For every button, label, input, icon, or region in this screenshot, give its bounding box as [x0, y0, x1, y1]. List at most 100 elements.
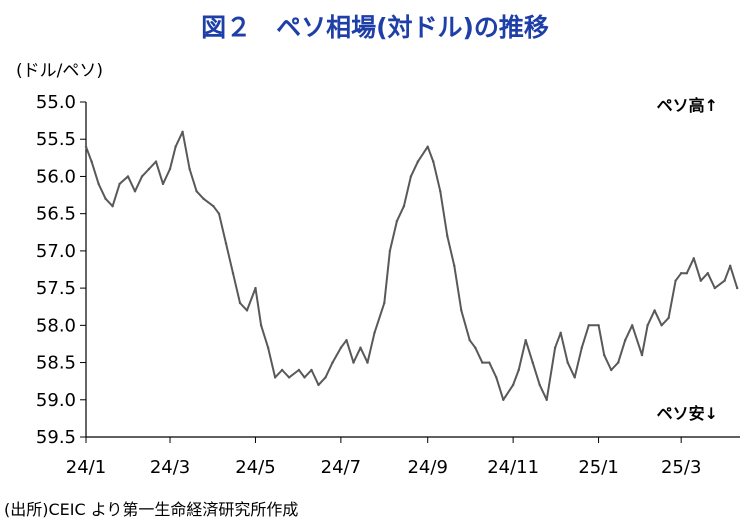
x-tick-label: 25/1 — [578, 457, 618, 478]
data-point — [667, 316, 670, 320]
data-point — [147, 167, 151, 171]
data-point — [231, 272, 235, 275]
x-tick-label: 25/3 — [661, 457, 701, 478]
data-point — [287, 376, 291, 379]
data-point — [610, 368, 613, 372]
data-point — [538, 383, 541, 387]
data-point — [460, 309, 463, 312]
x-tick-label: 24/1 — [66, 457, 106, 478]
data-point — [352, 361, 355, 364]
data-point — [660, 324, 663, 327]
data-point — [617, 361, 620, 364]
data-point — [706, 272, 709, 275]
chart-axes: 55.0 55.5 56.0 56.5 57.0 57.5 58.0 58.5 59.0 59.5… — [36, 92, 740, 478]
data-point — [680, 272, 683, 275]
data-point — [317, 383, 320, 387]
data-point — [495, 376, 498, 379]
data-point — [713, 286, 716, 290]
data-point — [409, 175, 413, 178]
data-point — [90, 160, 93, 163]
data-point — [245, 309, 249, 312]
data-point — [402, 205, 406, 208]
data-point — [273, 376, 277, 379]
data-point — [624, 339, 627, 342]
data-point — [254, 286, 257, 290]
y-tick-label: 57.0 — [36, 241, 76, 262]
y-tick-label: 59.0 — [36, 390, 76, 411]
data-point — [685, 272, 688, 275]
data-point — [416, 160, 420, 163]
data-point — [383, 301, 386, 305]
data-point — [699, 279, 702, 282]
data-point — [174, 145, 177, 148]
data-point — [366, 361, 369, 364]
data-point — [488, 361, 491, 364]
data-point — [559, 331, 562, 334]
data-point — [395, 219, 399, 223]
y-tick-label: 58.0 — [36, 315, 76, 336]
data-point — [729, 264, 732, 267]
data-point — [692, 257, 695, 260]
data-point — [439, 190, 442, 193]
plot-area — [84, 130, 739, 401]
data-point — [545, 398, 548, 401]
data-point — [297, 368, 301, 372]
data-point — [345, 339, 348, 342]
data-point — [653, 309, 656, 312]
data-point — [126, 175, 130, 178]
data-point — [566, 361, 569, 364]
chart-annotations: ペソ高↑ ペソ安↓ — [657, 96, 718, 423]
series-line-0 — [85, 130, 739, 401]
data-point — [631, 324, 634, 327]
data-point — [646, 324, 649, 327]
data-point — [502, 398, 505, 401]
data-point — [324, 376, 327, 379]
data-point — [587, 324, 590, 327]
data-point — [511, 383, 515, 387]
data-point — [181, 130, 184, 133]
y-tick-label: 55.0 — [36, 92, 76, 113]
data-point — [603, 353, 606, 357]
data-point — [97, 182, 100, 186]
data-point — [453, 264, 456, 267]
data-point — [238, 301, 242, 305]
y-tick-label: 57.5 — [36, 278, 76, 299]
data-point — [524, 339, 527, 342]
data-point — [474, 346, 477, 349]
data-point — [426, 145, 429, 148]
annotation-peso-weak: ペソ安↓ — [657, 404, 718, 423]
data-point — [359, 346, 362, 349]
data-point — [674, 279, 677, 282]
x-tick-label: 24/9 — [407, 457, 447, 478]
data-point — [133, 190, 137, 193]
line-chart: 55.0 55.5 56.0 56.5 57.0 57.5 58.0 58.5 59.0 59.5… — [36, 92, 740, 478]
data-point — [723, 279, 726, 282]
x-tick-label: 24/11 — [487, 457, 539, 478]
data-point — [446, 234, 449, 238]
data-point — [195, 190, 198, 193]
data-point — [217, 212, 221, 215]
data-point — [531, 361, 534, 364]
data-point — [154, 160, 158, 163]
data-point — [580, 346, 583, 349]
data-point — [339, 346, 343, 349]
data-point — [573, 376, 576, 379]
data-point — [553, 346, 557, 349]
data-point — [212, 205, 215, 208]
data-point — [280, 368, 284, 372]
x-tick-label: 24/3 — [150, 457, 190, 478]
y-tick-label: 56.5 — [36, 204, 76, 225]
data-point — [388, 249, 392, 253]
data-point — [640, 353, 644, 357]
data-point — [168, 167, 172, 171]
x-tick-label: 24/5 — [235, 457, 275, 478]
data-point — [202, 197, 205, 200]
data-point — [303, 376, 306, 379]
data-point — [481, 361, 484, 364]
x-tick-label: 24/7 — [321, 457, 361, 478]
data-point — [373, 331, 376, 334]
data-point — [140, 175, 144, 178]
data-point — [468, 339, 471, 342]
y-unit-label: (ドル/ペソ) — [16, 61, 103, 81]
annotation-peso-strong: ペソ高↑ — [657, 96, 718, 115]
